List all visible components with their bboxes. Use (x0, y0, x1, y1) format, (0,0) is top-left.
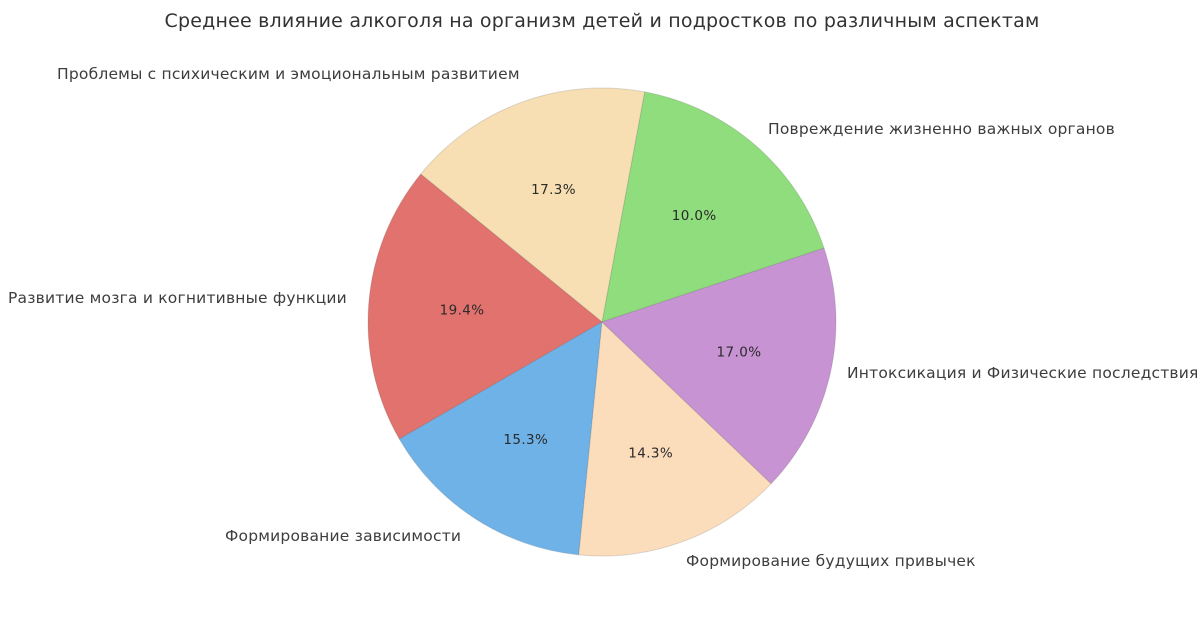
pie-slice-6 (601, 247, 837, 485)
slice-percent-label: 19.4% (440, 303, 485, 319)
pie-slice-1 (601, 91, 825, 323)
slice-percent-label: 17.3% (531, 182, 576, 198)
slice-percent-label: 10.0% (672, 208, 717, 224)
slice-category-label: Интоксикация и Физические последствия (847, 364, 1199, 382)
pie-slice-2 (419, 87, 646, 323)
slice-percent-label: 17.0% (717, 345, 762, 361)
pie-slice-4 (398, 321, 603, 556)
pie-slice-5 (578, 320, 772, 557)
slice-category-label: Повреждение жизненно важных органов (768, 120, 1115, 138)
slice-category-label: Развитие мозга и когнитивные функции (8, 289, 347, 307)
slice-percent-label: 14.3% (628, 446, 673, 462)
slice-percent-label: 15.3% (503, 432, 548, 448)
chart-title: Среднее влияние алкоголя на организм дет… (164, 10, 1040, 32)
slice-category-label: Проблемы с психическим и эмоциональным р… (57, 65, 520, 83)
slice-category-label: Формирование зависимости (225, 527, 462, 545)
slice-category-label: Формирование будущих привычек (686, 552, 976, 570)
pie-slice-3 (367, 173, 603, 440)
